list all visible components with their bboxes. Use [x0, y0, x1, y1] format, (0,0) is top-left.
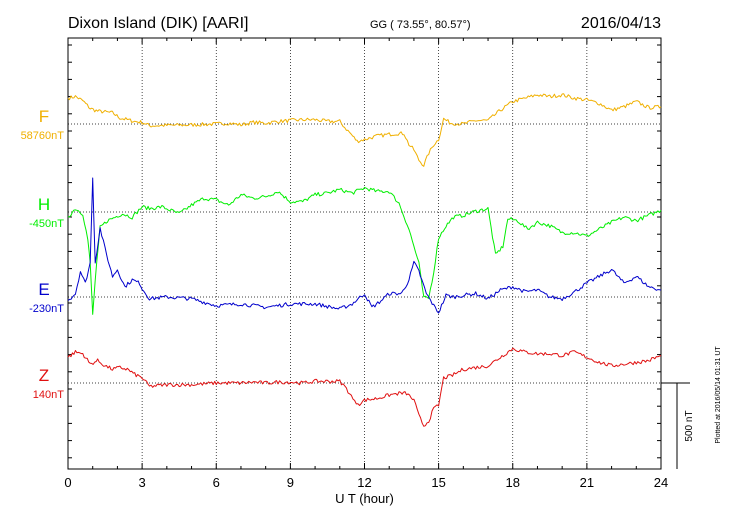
- series-line-f: [67, 93, 662, 167]
- x-tick-label: 15: [431, 475, 445, 490]
- x-tick-label: 18: [506, 475, 520, 490]
- scale-bar: 500 nT: [661, 382, 695, 469]
- x-tick-label: 6: [213, 475, 220, 490]
- series-line-h: [67, 186, 662, 315]
- series-name-z: Z: [39, 366, 49, 385]
- series-baseline-e: -230nT: [29, 303, 64, 315]
- series-name-f: F: [39, 107, 49, 126]
- coords-label: GG ( 73.55°, 80.57°): [370, 19, 471, 31]
- series-name-h: H: [38, 195, 50, 214]
- plotted-timestamp: Plotted at 2016/05/14 01:31 UT: [715, 346, 722, 444]
- series-labels: F 58760nT H -450nT E -230nT Z 140nT: [21, 107, 65, 401]
- x-tick-label: 12: [357, 475, 371, 490]
- x-tick-label: 24: [654, 475, 668, 490]
- grid-lines: [68, 38, 661, 469]
- x-tick-label: 21: [580, 475, 594, 490]
- series-baseline-z: 140nT: [33, 389, 64, 401]
- scale-bar-label: 500 nT: [684, 410, 695, 441]
- x-tick-label: 9: [287, 475, 294, 490]
- series-layer: [67, 93, 662, 427]
- series-baseline-h: -450nT: [29, 218, 64, 230]
- x-tick-label: 0: [64, 475, 71, 490]
- series-baseline-f: 58760nT: [21, 130, 65, 142]
- series-line-z: [67, 347, 662, 427]
- station-title: Dixon Island (DIK) [AARI]: [68, 15, 249, 32]
- series-line-e: [67, 177, 662, 314]
- date-label: 2016/04/13: [581, 15, 661, 32]
- axis-ticks: 0 3 6 9 12 15 18 21 24: [64, 38, 668, 490]
- x-axis-label: U T (hour): [335, 491, 394, 506]
- x-tick-label: 3: [139, 475, 146, 490]
- series-name-e: E: [38, 280, 49, 299]
